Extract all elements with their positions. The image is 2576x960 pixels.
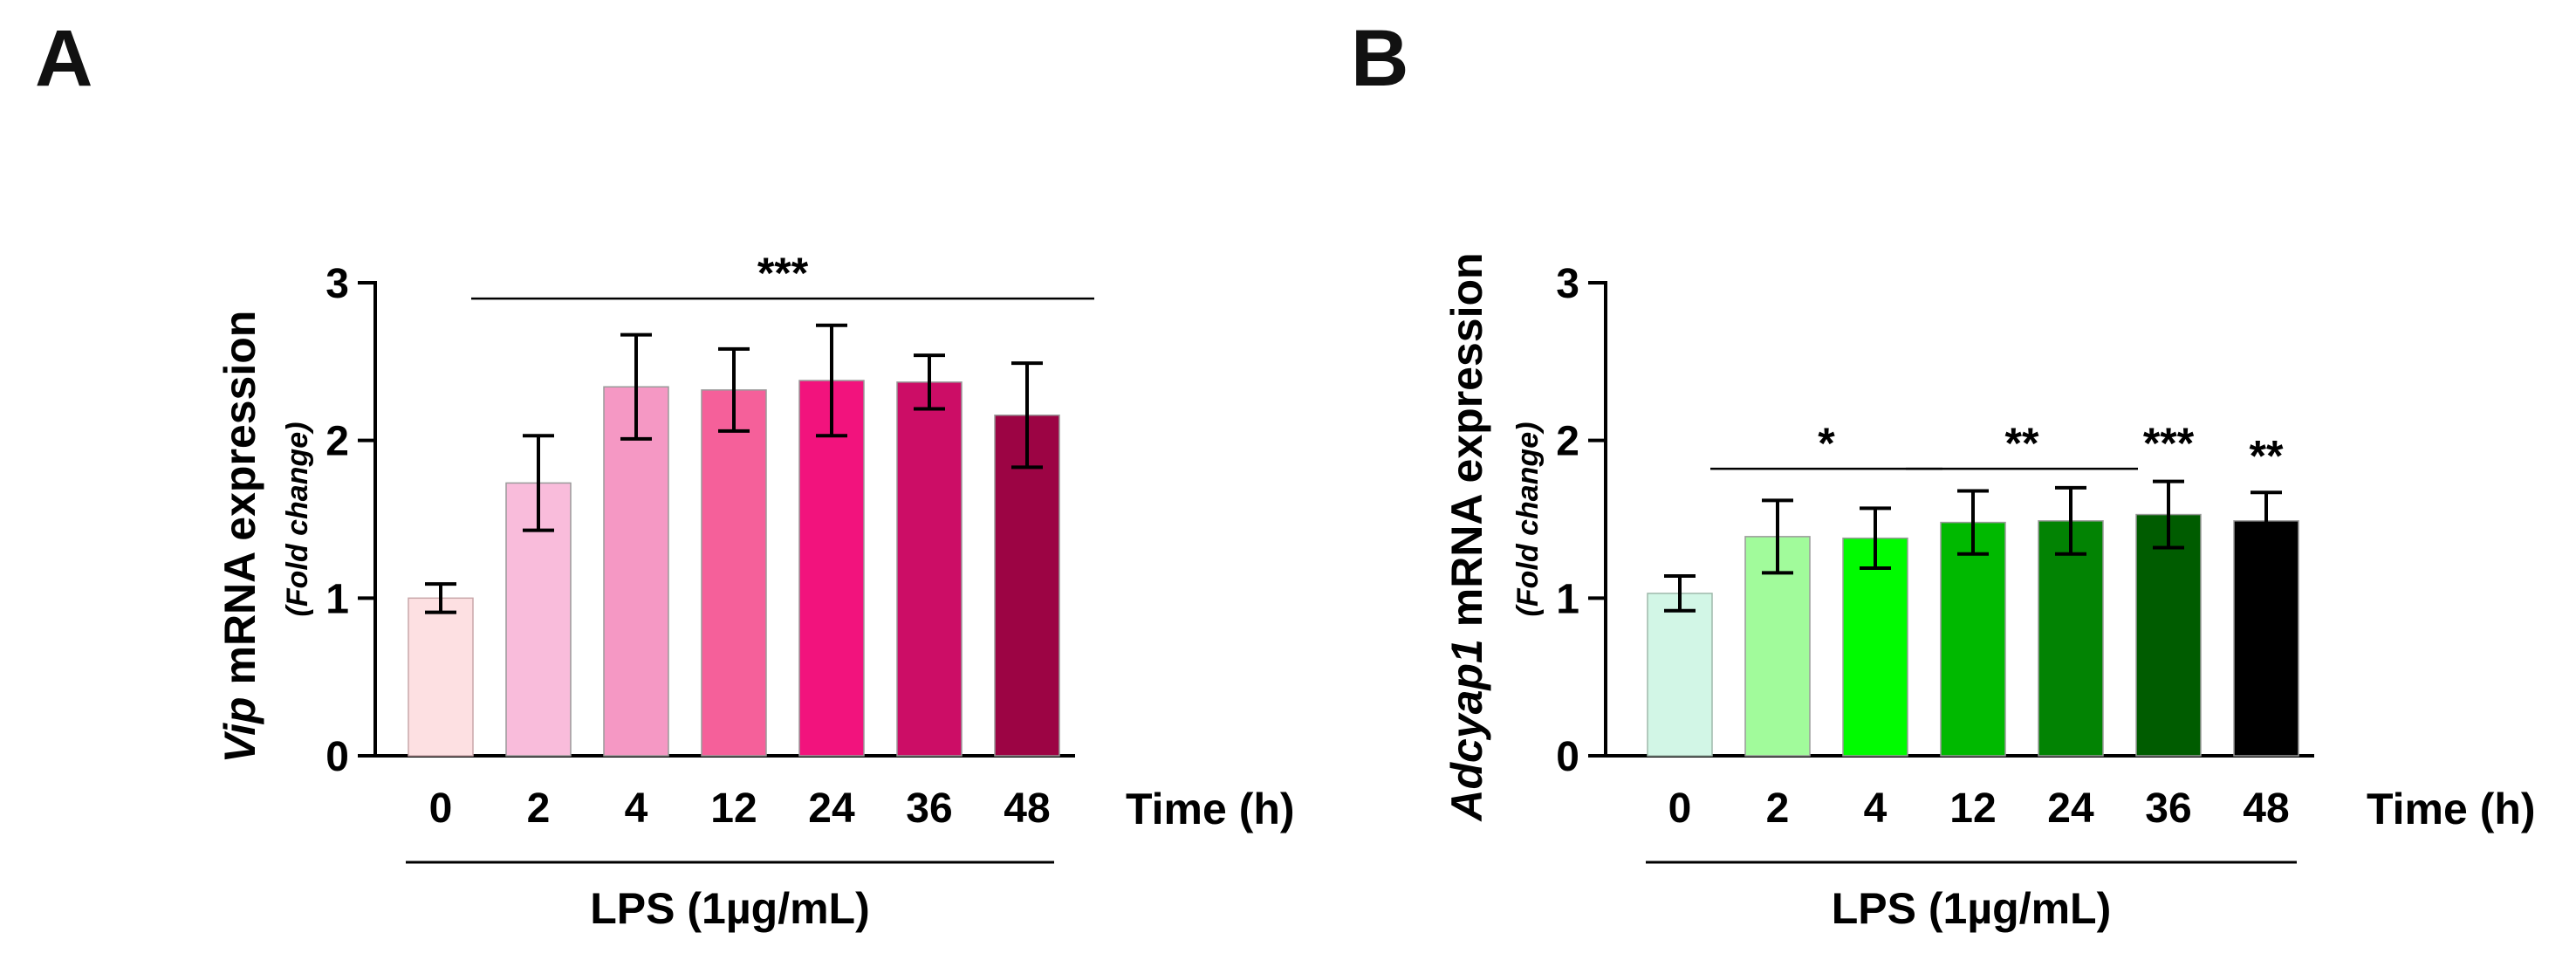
significance-1: ** [1906, 419, 2138, 470]
y-tick-label: 1 [325, 576, 349, 622]
y-tick-label: 1 [1556, 576, 1579, 622]
x-tick-label: 4 [625, 785, 648, 832]
bar-12 [701, 389, 767, 757]
y-axis-subtitle: (Fold change) [1511, 422, 1545, 617]
error-bar-12 [718, 346, 750, 433]
significance-3: ** [2250, 432, 2284, 481]
bar-12 [1940, 521, 2006, 757]
bar-48 [2233, 520, 2299, 757]
x-tick-label: 0 [429, 785, 453, 832]
error-bar-48 [2251, 490, 2282, 552]
significance-0: *** [471, 249, 1094, 300]
significance-label: *** [757, 249, 809, 298]
x-tick-label: 4 [1864, 785, 1887, 832]
error-bar-2 [1762, 498, 1793, 575]
bar-4 [1842, 537, 1908, 757]
y-tick-label: 3 [1556, 261, 1579, 307]
y-tick-label: 2 [1556, 419, 1579, 465]
y-tick-label: 3 [325, 261, 349, 307]
bar-0 [408, 597, 474, 757]
y-tick-label: 0 [325, 734, 349, 780]
treatment-label: LPS (1µg/mL) [590, 884, 869, 933]
x-tick-label: 48 [2243, 785, 2289, 832]
bar-24 [2038, 520, 2104, 757]
x-tick-label: 2 [527, 785, 551, 832]
bar-36 [896, 381, 963, 757]
y-tick-label: 0 [1556, 734, 1579, 780]
panel-label: A [35, 14, 92, 103]
error-bar-36 [914, 353, 945, 411]
x-axis-title: Time (h) [1126, 785, 1295, 833]
significance-label: ** [2005, 419, 2039, 468]
significance-label: ** [2250, 432, 2284, 481]
bar-36 [2135, 513, 2202, 757]
x-tick-label: 24 [808, 785, 855, 832]
significance-0: * [1710, 419, 1942, 470]
y-axis-title-rest: mRNA expression [216, 311, 264, 697]
treatment-label: LPS (1µg/mL) [1832, 884, 2111, 933]
bar-0 [1647, 593, 1713, 757]
error-bar-48 [1011, 361, 1043, 470]
y-axis-title: Adcyap1 mRNA expression [1442, 252, 1491, 822]
error-bar-4 [620, 333, 652, 441]
error-bar-2 [523, 434, 554, 532]
error-bar-0 [425, 582, 456, 614]
significance-2: *** [2143, 419, 2195, 468]
error-bar-24 [816, 323, 847, 438]
error-bar-4 [1860, 506, 1891, 571]
x-tick-label: 12 [1949, 785, 1996, 832]
x-tick-label: 36 [2145, 785, 2191, 832]
x-tick-label: 2 [1766, 785, 1790, 832]
y-tick-label: 2 [325, 419, 349, 465]
bar-4 [603, 386, 669, 757]
significance-label: * [1818, 419, 1835, 468]
y-axis-title: Vip mRNA expression [216, 311, 264, 764]
x-axis-title: Time (h) [2367, 785, 2536, 833]
significance-label: *** [2143, 419, 2195, 468]
y-axis-gene: Vip [216, 696, 264, 763]
panel-label: B [1351, 14, 1408, 103]
error-bar-24 [2055, 485, 2086, 556]
y-axis-title-rest: mRNA expression [1442, 252, 1491, 639]
y-axis-gene: Adcyap1 [1442, 639, 1491, 822]
x-tick-label: 36 [906, 785, 952, 832]
error-bar-36 [2153, 479, 2184, 550]
x-tick-label: 24 [2047, 785, 2094, 832]
x-tick-label: 0 [1668, 785, 1692, 832]
x-tick-label: 48 [1004, 785, 1050, 832]
error-bar-12 [1957, 489, 1989, 556]
error-bar-0 [1664, 574, 1696, 613]
y-axis-subtitle: (Fold change) [281, 422, 314, 617]
x-tick-label: 12 [710, 785, 757, 832]
